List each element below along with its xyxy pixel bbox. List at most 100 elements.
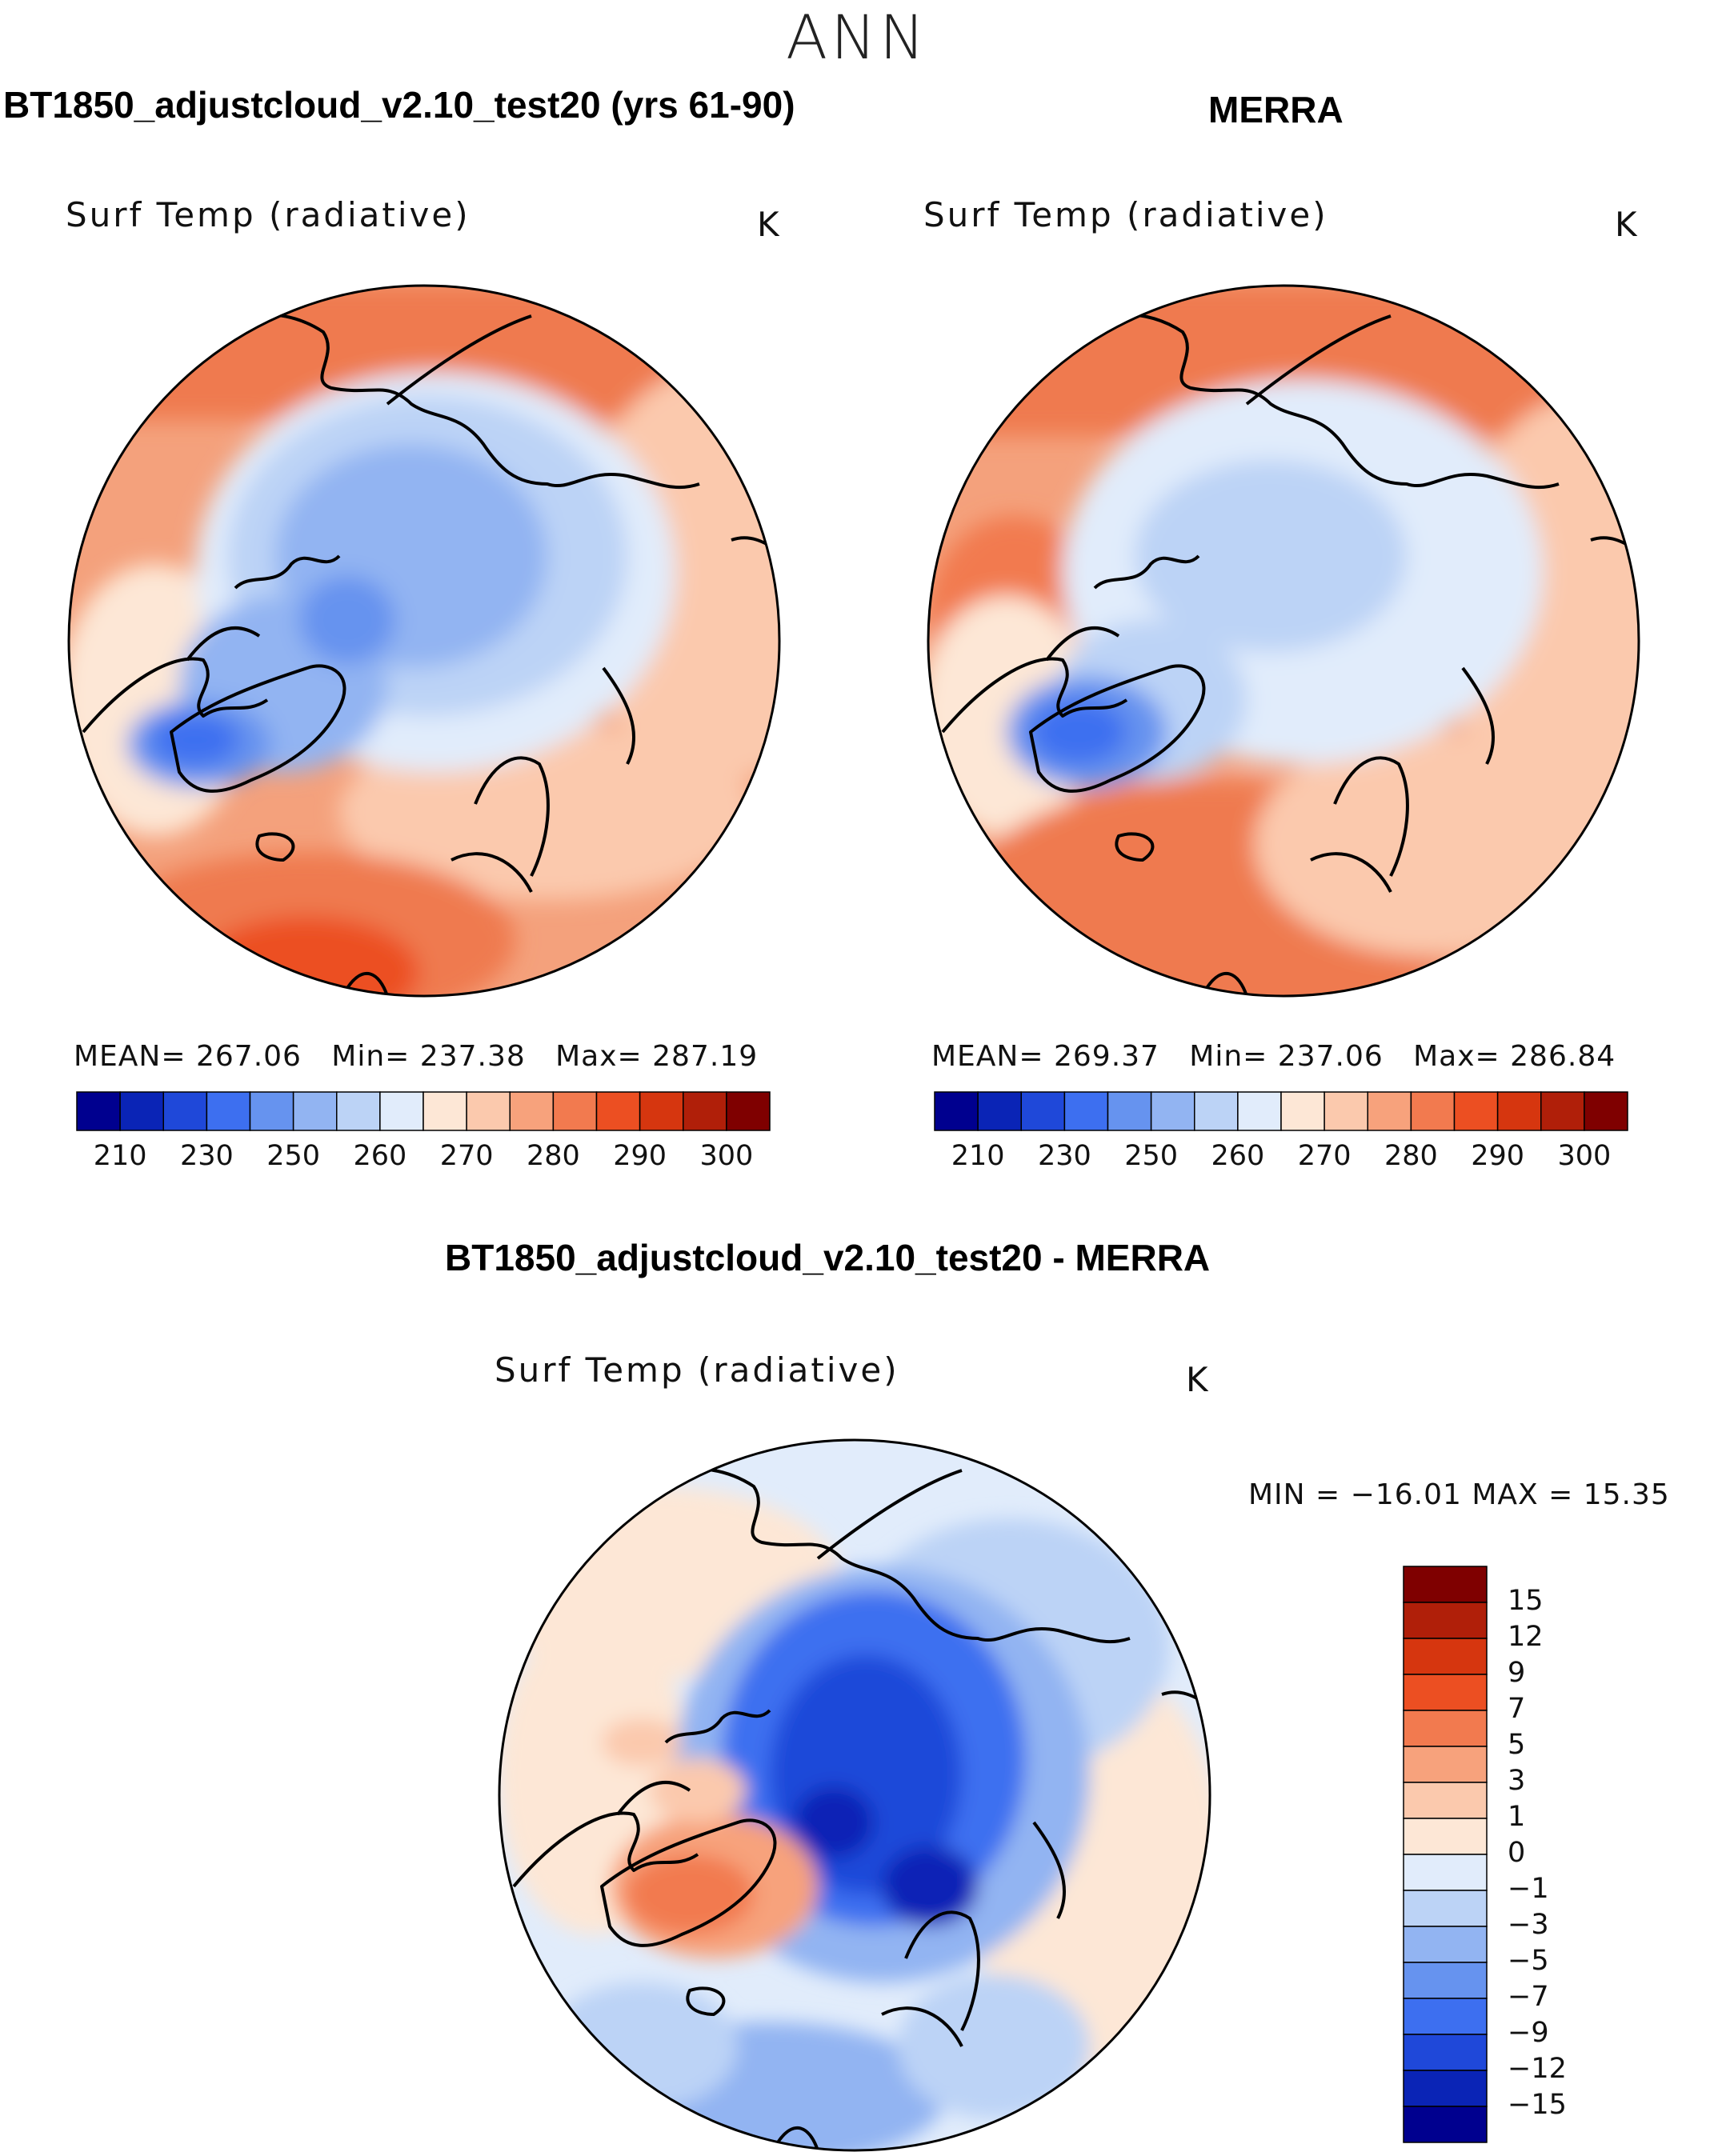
colorbar-tick-label: 5 (1508, 1729, 1526, 1761)
model-max-label: Max= (555, 1040, 643, 1073)
colorbar-tick-label: 7 (1508, 1693, 1526, 1725)
colorbar-tick-label: −9 (1508, 2017, 1549, 2049)
colorbar-tick-label: 1 (1508, 1801, 1526, 1833)
colorbar-tick-label: −1 (1508, 1873, 1549, 1905)
diff-units-label: K (1186, 1360, 1208, 1399)
colorbar-swatch (336, 1091, 381, 1131)
colorbar-swatch (1403, 1674, 1488, 1711)
colorbar-tick-label: 0 (1508, 1837, 1526, 1869)
colorbar-swatch (206, 1091, 251, 1131)
colorbar-swatch (1410, 1091, 1456, 1131)
colorbar-tick-label: 3 (1508, 1765, 1526, 1797)
colorbar-swatch (1453, 1091, 1499, 1131)
diff-stats: MIN = −16.01 MAX = 15.35 (1248, 1478, 1670, 1511)
colorbar-swatch (1496, 1091, 1542, 1131)
colorbar-swatch (466, 1091, 511, 1131)
diff-case-title: BT1850_adjustcloud_v2.10_test20 - MERRA (445, 1237, 1211, 1278)
model-max-value: 287.19 (652, 1040, 759, 1073)
obs-mean-value: 269.37 (1053, 1040, 1159, 1073)
colorbar-swatch (1280, 1091, 1325, 1131)
colorbar-swatch (1584, 1091, 1628, 1131)
colorbar-tick-label: 260 (353, 1140, 407, 1172)
colorbar-tick-label: 270 (439, 1140, 494, 1172)
colorbar-swatch (162, 1091, 208, 1131)
colorbar-tick-label: −7 (1508, 1981, 1549, 2013)
colorbar-swatch (1020, 1091, 1066, 1131)
obs-min-label: Min= (1189, 1040, 1268, 1073)
colorbar-swatch (76, 1091, 121, 1131)
colorbar-tick-label: −15 (1508, 2089, 1567, 2121)
colorbar-swatch (1403, 1854, 1488, 1891)
diff-variable-label: Surf Temp (radiative) (495, 1350, 899, 1390)
colorbar-swatch (1403, 1818, 1488, 1855)
colorbar-swatch (1194, 1091, 1239, 1131)
colorbar-tick-label: 230 (1037, 1140, 1091, 1172)
colorbar-swatch (119, 1091, 164, 1131)
colorbar-swatch (934, 1091, 979, 1131)
colorbar-tick-label: 15 (1508, 1585, 1544, 1617)
obs-colorbar (934, 1091, 1628, 1131)
colorbar-swatch (1403, 1710, 1488, 1747)
obs-polar-map (927, 284, 1640, 998)
model-variable-label: Surf Temp (radiative) (66, 195, 471, 234)
colorbar-swatch (639, 1091, 684, 1131)
colorbar-swatch (1403, 1998, 1488, 2035)
colorbar-swatch (292, 1091, 338, 1131)
colorbar-tick-label: 300 (699, 1140, 754, 1172)
model-mean-value: 267.06 (195, 1040, 302, 1073)
season-title: ANN (786, 2, 928, 73)
colorbar-tick-label: 290 (613, 1140, 667, 1172)
colorbar-swatch (509, 1091, 555, 1131)
colorbar-tick-label: 250 (266, 1140, 321, 1172)
model-min-value: 237.38 (419, 1040, 526, 1073)
colorbar-swatch (379, 1091, 424, 1131)
colorbar-swatch (1403, 2070, 1488, 2107)
colorbar-swatch (249, 1091, 294, 1131)
colorbar-swatch (1403, 2106, 1488, 2143)
model-colorbar (76, 1091, 771, 1131)
colorbar-swatch (552, 1091, 598, 1131)
colorbar-swatch (977, 1091, 1022, 1131)
colorbar-swatch (1107, 1091, 1152, 1131)
obs-case-title: MERRA (1208, 89, 1344, 130)
diff-polar-map (498, 1438, 1211, 2152)
colorbar-swatch (1403, 1926, 1488, 1963)
model-min-label: Min= (331, 1040, 410, 1073)
colorbar-swatch (683, 1091, 727, 1131)
colorbar-swatch (1063, 1091, 1109, 1131)
colorbar-swatch (726, 1091, 771, 1131)
colorbar-tick-label: 250 (1124, 1140, 1179, 1172)
colorbar-tick-label: 280 (526, 1140, 580, 1172)
obs-stats: MEAN= 269.37 Min= 237.06 Max= 286.84 (931, 1040, 1616, 1073)
model-stats: MEAN= 267.06 Min= 237.38 Max= 287.19 (74, 1040, 758, 1073)
colorbar-swatch (1403, 1638, 1488, 1675)
colorbar-tick-label: 12 (1508, 1621, 1544, 1653)
colorbar-swatch (1403, 1782, 1488, 1819)
obs-max-value: 286.84 (1510, 1040, 1616, 1073)
model-mean-label: MEAN= (74, 1040, 186, 1073)
colorbar-swatch (1403, 1962, 1488, 1999)
colorbar-tick-label: −3 (1508, 1909, 1549, 1941)
colorbar-tick-label: 280 (1384, 1140, 1438, 1172)
colorbar-swatch (1403, 1890, 1488, 1927)
obs-mean-label: MEAN= (931, 1040, 1044, 1073)
colorbar-swatch (1237, 1091, 1282, 1131)
obs-units-label: K (1615, 205, 1637, 244)
colorbar-tick-label: 260 (1211, 1140, 1265, 1172)
colorbar-tick-label: 210 (93, 1140, 147, 1172)
colorbar-swatch (595, 1091, 641, 1131)
colorbar-swatch (1540, 1091, 1585, 1131)
obs-max-label: Max= (1413, 1040, 1500, 1073)
colorbar-swatch (1150, 1091, 1195, 1131)
colorbar-swatch (1403, 1746, 1488, 1783)
colorbar-tick-label: 210 (951, 1140, 1005, 1172)
colorbar-tick-label: 9 (1508, 1657, 1526, 1689)
colorbar-swatch (1324, 1091, 1368, 1131)
colorbar-tick-label: 300 (1557, 1140, 1612, 1172)
obs-min-value: 237.06 (1277, 1040, 1384, 1073)
colorbar-swatch (1403, 1602, 1488, 1639)
model-case-title: BT1850_adjustcloud_v2.10_test20 (yrs 61-… (3, 84, 795, 126)
colorbar-tick-label: −5 (1508, 1945, 1549, 1977)
obs-variable-label: Surf Temp (radiative) (923, 195, 1328, 234)
colorbar-tick-label: −12 (1508, 2053, 1567, 2085)
